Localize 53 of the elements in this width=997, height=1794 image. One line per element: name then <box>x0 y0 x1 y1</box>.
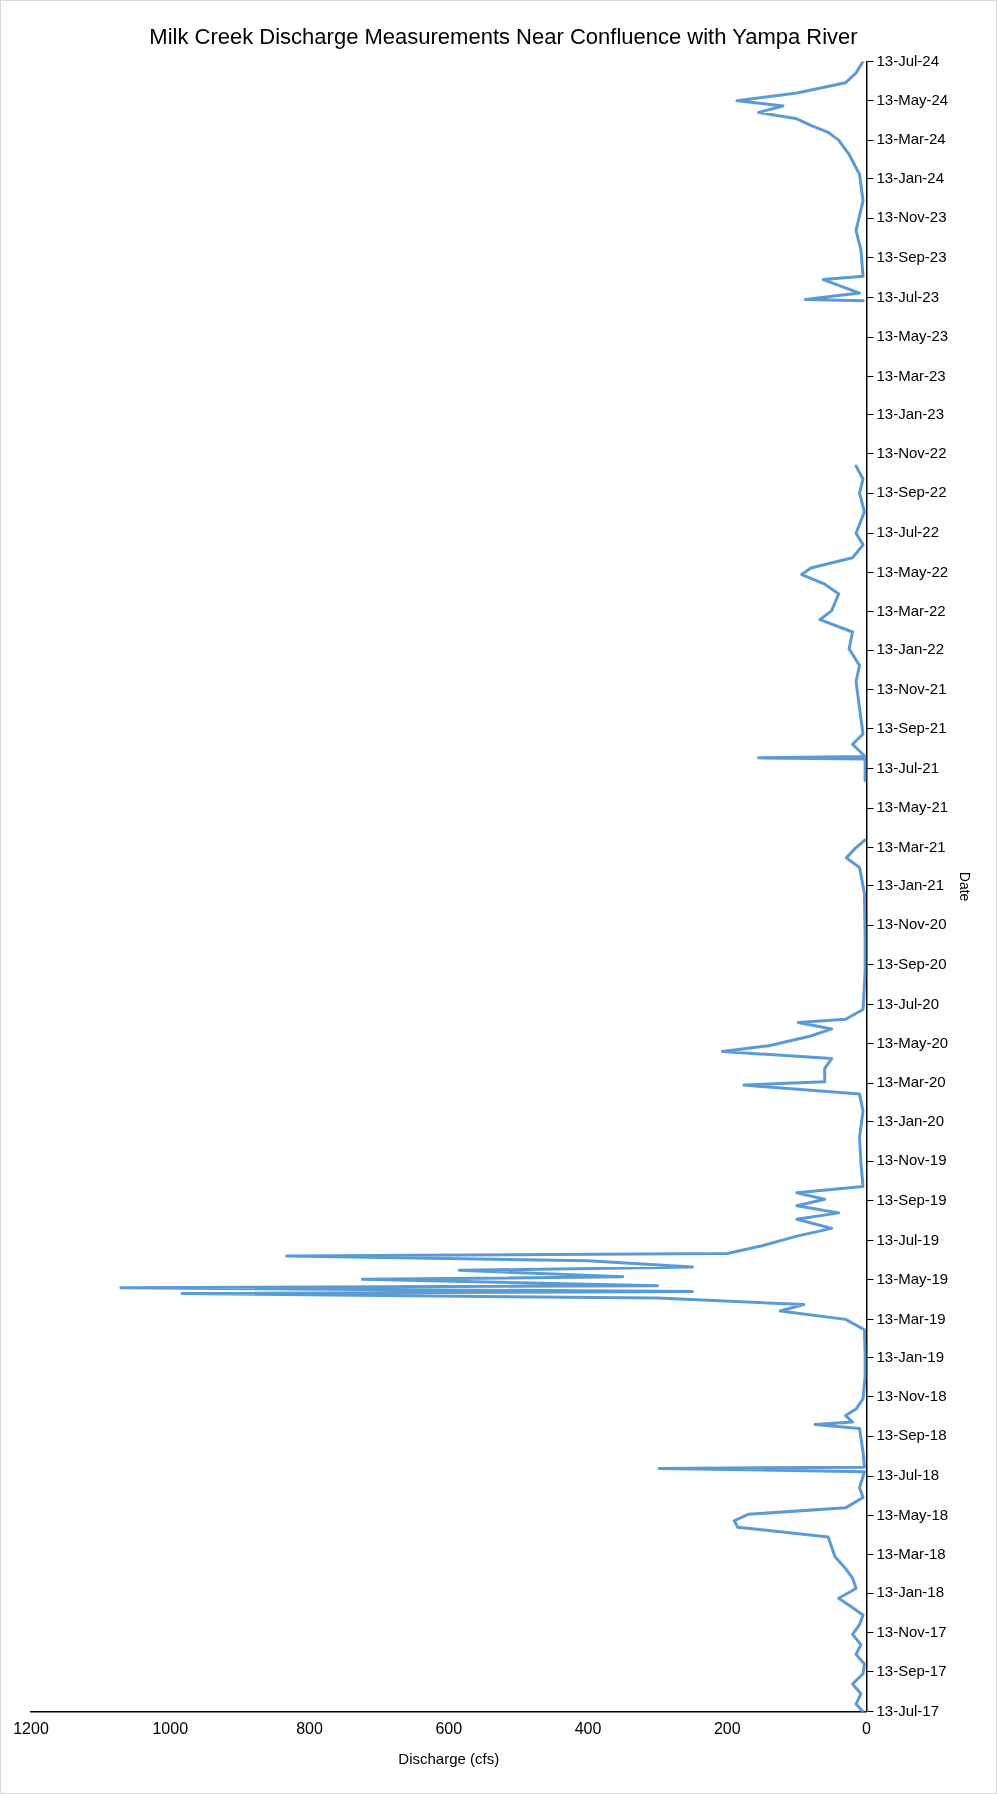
y-tick-label: 13-Mar-18 <box>876 1545 946 1563</box>
y-tick-label: 13-Jul-19 <box>876 1230 940 1248</box>
x-tick-label: 1200 <box>13 1719 49 1737</box>
y-tick-label: 13-Nov-19 <box>876 1151 947 1169</box>
y-tick-label: 13-Sep-18 <box>876 1426 947 1444</box>
y-tick-label: 13-Nov-22 <box>876 443 947 461</box>
y-tick-label: 13-May-21 <box>876 798 949 816</box>
y-tick-label: 13-Jul-20 <box>876 994 940 1012</box>
y-tick-label: 13-Jul-22 <box>876 523 940 541</box>
y-tick-label: 13-Jul-17 <box>876 1701 940 1719</box>
chart-title: Milk Creek Discharge Measurements Near Confluence with Yampa River <box>149 24 858 50</box>
y-tick-label: 13-Nov-17 <box>876 1622 947 1640</box>
y-tick-label: 13-Jan-23 <box>876 404 945 422</box>
y-tick-label: 13-Mar-23 <box>876 366 946 384</box>
x-tick-label: 1000 <box>152 1719 189 1737</box>
y-tick-label: 13-Sep-17 <box>876 1661 947 1679</box>
y-tick-label: 13-Nov-23 <box>876 208 947 226</box>
y-tick-label: 13-Nov-21 <box>876 679 947 697</box>
y-tick-label: 13-Jul-24 <box>876 51 940 69</box>
y-tick-label: 13-Sep-23 <box>876 247 947 265</box>
x-tick-label: 600 <box>435 1719 463 1737</box>
y-tick-label: 13-Jul-21 <box>876 758 940 776</box>
y-tick-label: 13-Jan-18 <box>876 1583 945 1601</box>
y-axis-title: Date <box>956 871 973 902</box>
y-tick-label: 13-Jan-24 <box>876 169 945 187</box>
y-tick-label: 13-Jan-22 <box>876 640 945 658</box>
x-tick-label: 200 <box>713 1719 741 1737</box>
y-tick-label: 13-Sep-22 <box>876 483 947 501</box>
x-tick-label: 0 <box>862 1719 872 1737</box>
y-tick-label: 13-May-23 <box>876 327 949 345</box>
y-tick-label: 13-Nov-18 <box>876 1386 947 1404</box>
y-tick-label: 13-Jul-18 <box>876 1466 940 1484</box>
y-tick-label: 13-Mar-19 <box>876 1309 946 1327</box>
y-tick-label: 13-Jan-21 <box>876 875 945 893</box>
y-tick-label: 13-May-24 <box>876 90 949 108</box>
y-tick-label: 13-Jul-23 <box>876 287 940 305</box>
y-tick-label: 13-Jan-20 <box>876 1112 945 1129</box>
y-tick-label: 13-Sep-20 <box>876 954 947 972</box>
y-tick-label: 13-Jan-19 <box>876 1347 945 1365</box>
y-tick-label: 13-Mar-20 <box>876 1073 946 1091</box>
x-axis-title: Discharge (cfs) <box>398 1750 500 1768</box>
y-tick-label: 13-May-19 <box>876 1270 949 1288</box>
y-tick-label: 13-May-20 <box>876 1033 949 1051</box>
x-tick-label: 800 <box>296 1719 323 1737</box>
y-tick-label: 13-May-22 <box>876 562 949 580</box>
y-tick-label: 13-Sep-19 <box>876 1190 947 1208</box>
x-tick-label: 400 <box>574 1719 602 1737</box>
y-tick-label: 13-Mar-21 <box>876 837 946 855</box>
y-tick-label: 13-Nov-20 <box>876 915 947 933</box>
y-tick-label: 13-May-18 <box>876 1505 949 1523</box>
y-tick-label: 13-Mar-24 <box>876 130 946 148</box>
y-tick-label: 13-Sep-21 <box>876 718 947 736</box>
y-tick-label: 13-Mar-22 <box>876 602 946 620</box>
